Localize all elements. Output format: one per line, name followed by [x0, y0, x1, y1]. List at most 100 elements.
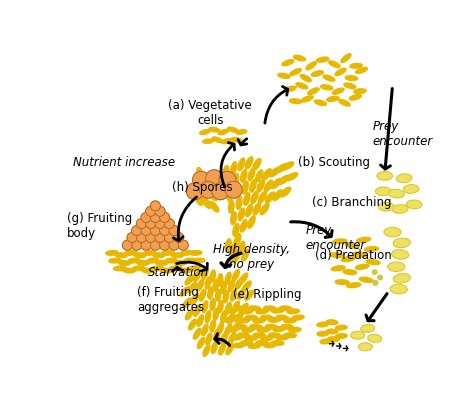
Circle shape [146, 232, 156, 243]
Ellipse shape [218, 301, 223, 313]
Circle shape [122, 240, 133, 250]
Ellipse shape [242, 281, 251, 291]
Ellipse shape [228, 333, 236, 344]
Text: (c) Branching: (c) Branching [312, 196, 392, 209]
Circle shape [150, 240, 160, 250]
Ellipse shape [218, 322, 223, 334]
Ellipse shape [230, 162, 237, 175]
Circle shape [141, 212, 151, 223]
Ellipse shape [384, 228, 401, 237]
Ellipse shape [361, 324, 374, 332]
Ellipse shape [377, 172, 392, 180]
Ellipse shape [169, 266, 182, 271]
Ellipse shape [164, 258, 177, 263]
Ellipse shape [210, 270, 215, 282]
Ellipse shape [276, 315, 289, 320]
Ellipse shape [192, 258, 205, 263]
Circle shape [146, 219, 156, 229]
Text: (a) Vegetative
cells: (a) Vegetative cells [168, 99, 252, 127]
Ellipse shape [134, 253, 146, 258]
Ellipse shape [227, 188, 232, 202]
Text: (g) Fruiting
body: (g) Fruiting body [67, 212, 132, 240]
Circle shape [127, 232, 137, 243]
Circle shape [160, 240, 170, 250]
Ellipse shape [232, 322, 240, 333]
Ellipse shape [146, 258, 158, 263]
Ellipse shape [327, 96, 339, 101]
Ellipse shape [210, 298, 215, 311]
Ellipse shape [253, 158, 261, 170]
Ellipse shape [213, 279, 219, 291]
Ellipse shape [185, 275, 194, 285]
Ellipse shape [253, 203, 261, 215]
Ellipse shape [238, 241, 245, 254]
Ellipse shape [223, 166, 229, 179]
Ellipse shape [240, 220, 247, 232]
Ellipse shape [396, 174, 412, 182]
Ellipse shape [346, 243, 359, 248]
Ellipse shape [226, 344, 233, 355]
Ellipse shape [272, 341, 284, 345]
Text: (b) Scouting: (b) Scouting [298, 156, 370, 169]
Ellipse shape [179, 268, 191, 273]
Ellipse shape [237, 288, 245, 299]
Ellipse shape [244, 193, 250, 206]
Circle shape [150, 212, 160, 223]
Ellipse shape [225, 324, 232, 336]
Ellipse shape [343, 270, 357, 274]
Ellipse shape [174, 260, 186, 265]
Ellipse shape [242, 181, 248, 194]
Ellipse shape [200, 289, 206, 301]
Circle shape [132, 240, 142, 250]
Ellipse shape [290, 69, 301, 75]
Ellipse shape [332, 88, 344, 94]
Ellipse shape [358, 343, 373, 351]
Ellipse shape [221, 332, 228, 344]
Ellipse shape [203, 139, 213, 143]
Circle shape [141, 225, 151, 236]
Ellipse shape [189, 282, 197, 293]
Ellipse shape [253, 318, 265, 323]
Ellipse shape [264, 306, 276, 311]
Ellipse shape [349, 94, 361, 100]
Ellipse shape [351, 331, 365, 339]
Ellipse shape [237, 333, 250, 338]
Ellipse shape [231, 212, 237, 225]
Ellipse shape [236, 130, 247, 134]
Ellipse shape [242, 328, 255, 333]
Ellipse shape [137, 260, 149, 265]
Ellipse shape [392, 250, 409, 259]
Ellipse shape [261, 336, 273, 341]
Ellipse shape [191, 293, 199, 304]
Ellipse shape [221, 139, 232, 144]
Ellipse shape [202, 301, 208, 313]
Text: Starvation: Starvation [148, 266, 210, 279]
Ellipse shape [328, 61, 340, 68]
Ellipse shape [225, 302, 231, 314]
Ellipse shape [320, 85, 333, 90]
Ellipse shape [263, 169, 271, 180]
Circle shape [169, 240, 179, 250]
Ellipse shape [379, 202, 394, 211]
Ellipse shape [253, 333, 265, 338]
Circle shape [155, 219, 165, 229]
Ellipse shape [143, 250, 155, 255]
Circle shape [164, 219, 174, 229]
Circle shape [146, 206, 156, 216]
Ellipse shape [228, 200, 234, 213]
Ellipse shape [242, 249, 249, 261]
Ellipse shape [256, 341, 268, 345]
Ellipse shape [230, 243, 237, 256]
Ellipse shape [162, 251, 174, 255]
Ellipse shape [365, 247, 379, 252]
Ellipse shape [201, 185, 209, 196]
Ellipse shape [256, 309, 268, 314]
Ellipse shape [211, 341, 217, 354]
Ellipse shape [205, 311, 211, 323]
Ellipse shape [314, 100, 327, 105]
Ellipse shape [272, 308, 284, 313]
Ellipse shape [284, 333, 296, 338]
Ellipse shape [185, 309, 193, 320]
Ellipse shape [255, 170, 263, 182]
Ellipse shape [264, 343, 276, 348]
